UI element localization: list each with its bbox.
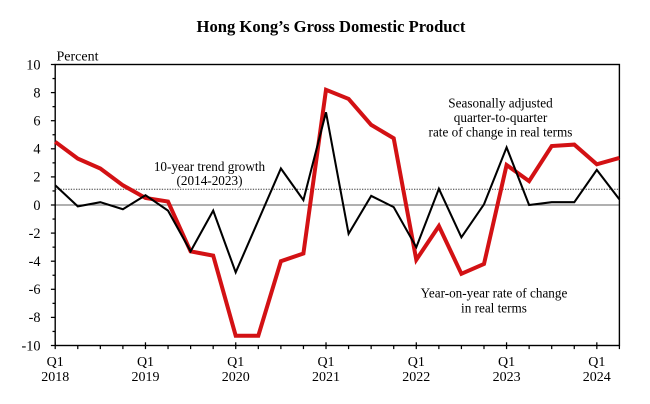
- svg-text:Q1: Q1: [408, 355, 425, 370]
- svg-text:2023: 2023: [493, 370, 521, 385]
- svg-text:-8: -8: [29, 310, 41, 326]
- svg-text:-2: -2: [29, 226, 41, 242]
- svg-text:Q1: Q1: [227, 355, 244, 370]
- svg-text:4: 4: [33, 142, 40, 158]
- svg-text:in real terms: in real terms: [461, 301, 527, 316]
- svg-text:-6: -6: [29, 282, 41, 298]
- svg-text:2022: 2022: [402, 370, 430, 385]
- svg-text:(2014-2023): (2014-2023): [177, 173, 243, 188]
- svg-text:Q1: Q1: [498, 355, 515, 370]
- svg-text:10: 10: [26, 57, 40, 73]
- svg-text:Year-on-year rate of change: Year-on-year rate of change: [421, 286, 568, 301]
- svg-text:2018: 2018: [41, 370, 69, 385]
- svg-text:Q1: Q1: [47, 355, 64, 370]
- svg-text:8: 8: [33, 85, 40, 101]
- svg-text:Q1: Q1: [588, 355, 605, 370]
- svg-text:10-year trend growth: 10-year trend growth: [154, 159, 266, 174]
- svg-text:2019: 2019: [132, 370, 160, 385]
- svg-text:-10: -10: [21, 338, 40, 354]
- svg-text:2: 2: [33, 170, 40, 186]
- svg-text:rate of change in real terms: rate of change in real terms: [429, 125, 573, 140]
- svg-text:2021: 2021: [312, 370, 340, 385]
- svg-text:-4: -4: [29, 254, 41, 270]
- svg-text:Percent: Percent: [57, 50, 99, 65]
- svg-text:6: 6: [33, 114, 40, 130]
- svg-text:Q1: Q1: [137, 355, 154, 370]
- svg-text:2020: 2020: [222, 370, 250, 385]
- svg-text:2024: 2024: [583, 370, 611, 385]
- svg-text:0: 0: [33, 198, 40, 214]
- svg-text:Hong Kong’s Gross Domestic Pro: Hong Kong’s Gross Domestic Product: [197, 17, 466, 36]
- svg-text:Q1: Q1: [317, 355, 334, 370]
- svg-text:Seasonally adjusted: Seasonally adjusted: [448, 95, 553, 110]
- svg-text:quarter-to-quarter: quarter-to-quarter: [454, 110, 548, 125]
